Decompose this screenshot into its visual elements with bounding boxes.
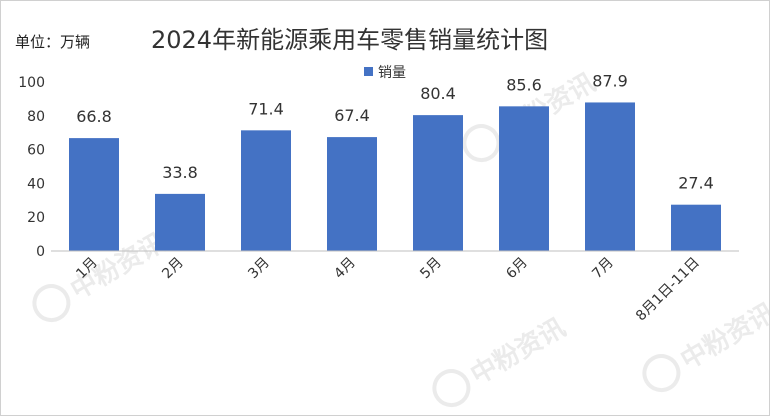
x-tick-label: 3月 <box>245 255 273 283</box>
legend-swatch <box>364 67 373 76</box>
bar <box>327 137 377 251</box>
p-logo-icon <box>432 369 471 408</box>
x-tick-label: 2月 <box>159 255 187 283</box>
data-label: 27.4 <box>678 174 714 193</box>
x-tick-label: 7月 <box>589 255 617 283</box>
y-tick-label: 80 <box>27 109 45 125</box>
watermark-layer: 中粉资讯中粉资讯中粉资讯中粉资讯 <box>32 68 770 408</box>
y-tick-label: 100 <box>18 75 45 91</box>
data-labels: 66.8 33.8 71.4 67.4 80.4 85.6 87.9 27.4 <box>76 71 714 192</box>
data-label: 80.4 <box>420 84 456 103</box>
bar-series <box>69 102 721 252</box>
bar <box>69 138 119 251</box>
bar <box>155 193 205 251</box>
x-tick-label: 5月 <box>417 255 445 283</box>
data-label: 66.8 <box>76 107 112 126</box>
watermark-text: 中粉资讯 <box>676 298 770 376</box>
bar <box>499 106 549 251</box>
p-logo-icon <box>32 284 71 323</box>
x-tick-label: 4月 <box>331 255 359 283</box>
bar <box>241 130 291 251</box>
legend-label: 销量 <box>378 65 406 81</box>
y-tick-label: 60 <box>27 143 45 159</box>
p-logo-icon <box>642 354 681 393</box>
x-tick-label: 6月 <box>503 255 531 283</box>
y-tick-label: 20 <box>27 210 45 226</box>
y-tick-label: 40 <box>27 176 45 192</box>
bar <box>585 102 635 251</box>
chart-legend: 销量 <box>364 65 406 81</box>
data-label: 87.9 <box>592 71 628 90</box>
bar <box>413 115 463 252</box>
data-label: 33.8 <box>162 163 198 182</box>
bar <box>671 204 721 251</box>
data-label: 85.6 <box>506 75 542 94</box>
x-tick-label: 8月1日-11日 <box>633 255 703 325</box>
y-axis: 0 20 40 60 80 100 <box>18 75 45 260</box>
data-label: 67.4 <box>334 106 370 125</box>
unit-label: 单位：万辆 <box>15 33 91 51</box>
chart-title: 2024年新能源乘用车零售销量统计图 <box>151 26 549 54</box>
watermark: 中粉资讯 <box>432 313 571 408</box>
data-label: 71.4 <box>248 99 284 118</box>
y-tick-label: 0 <box>36 244 45 260</box>
watermark-text: 中粉资讯 <box>466 313 571 391</box>
p-logo-icon <box>462 124 501 163</box>
